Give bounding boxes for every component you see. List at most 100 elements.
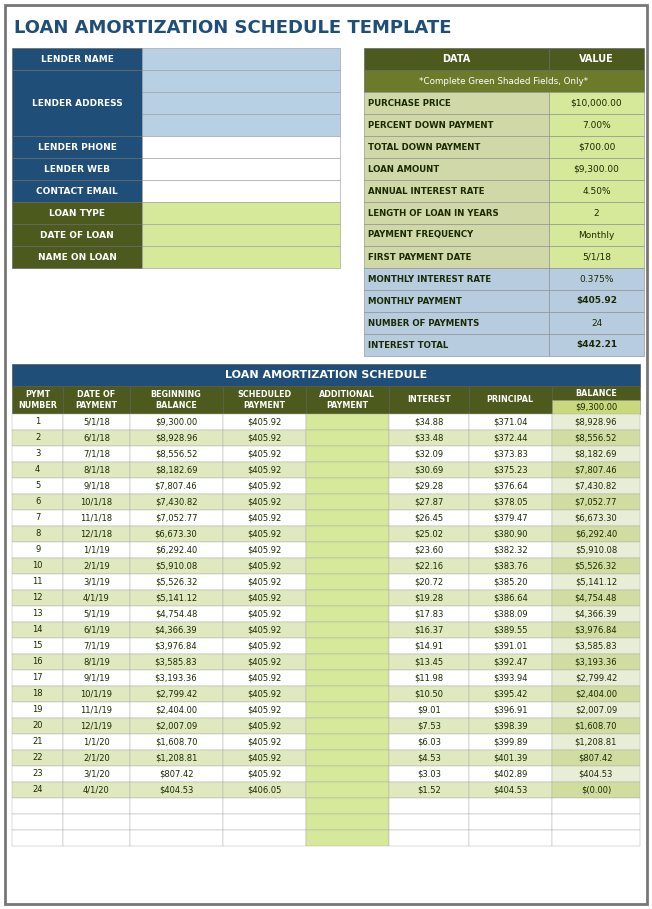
Text: $27.87: $27.87 [414, 497, 443, 506]
Text: $405.92: $405.92 [247, 497, 281, 506]
Bar [552, 542, 640, 558]
Text: $7.53: $7.53 [417, 722, 441, 731]
Bar [130, 510, 222, 526]
Bar [364, 92, 549, 114]
Bar [63, 670, 130, 686]
Text: $6,673.30: $6,673.30 [155, 530, 198, 538]
Bar [142, 92, 340, 114]
Bar [469, 814, 552, 830]
Bar [306, 750, 389, 766]
Bar [389, 670, 469, 686]
Bar [549, 268, 644, 290]
Bar [222, 414, 306, 430]
Text: $30.69: $30.69 [414, 465, 443, 474]
Bar [306, 542, 389, 558]
Bar [389, 718, 469, 734]
Text: $1,608.70: $1,608.70 [574, 722, 617, 731]
Text: $395.42: $395.42 [493, 690, 527, 698]
Bar [389, 638, 469, 654]
Text: BEGINNING
BALANCE: BEGINNING BALANCE [151, 390, 201, 410]
Bar [552, 814, 640, 830]
Bar [63, 814, 130, 830]
Text: $373.83: $373.83 [493, 449, 527, 458]
Bar [306, 462, 389, 478]
Bar [469, 654, 552, 670]
Text: $405.92: $405.92 [247, 625, 281, 634]
Text: $7,430.82: $7,430.82 [155, 497, 198, 506]
Text: MONTHLY INTEREST RATE: MONTHLY INTEREST RATE [368, 275, 491, 284]
Bar [306, 798, 389, 814]
Text: $405.92: $405.92 [247, 674, 281, 683]
Text: $6.03: $6.03 [417, 737, 441, 746]
Bar [12, 478, 63, 494]
Bar [552, 782, 640, 798]
Bar [306, 430, 389, 446]
Text: TOTAL DOWN PAYMENT: TOTAL DOWN PAYMENT [368, 143, 481, 152]
Bar [389, 782, 469, 798]
Bar [12, 702, 63, 718]
Bar [12, 558, 63, 574]
Bar [552, 446, 640, 462]
Bar [130, 542, 222, 558]
Text: $405.92: $405.92 [576, 296, 617, 305]
Bar [469, 446, 552, 462]
Text: 10: 10 [33, 562, 43, 571]
Text: LENDER WEB: LENDER WEB [44, 165, 110, 174]
Text: 2/1/19: 2/1/19 [83, 562, 110, 571]
Bar [549, 136, 644, 158]
Text: $6,292.40: $6,292.40 [155, 545, 197, 554]
Bar [552, 670, 640, 686]
Bar [469, 782, 552, 798]
Bar [222, 386, 306, 414]
Bar [306, 718, 389, 734]
Bar [130, 638, 222, 654]
Text: PAYMENT FREQUENCY: PAYMENT FREQUENCY [368, 231, 473, 239]
Bar [222, 702, 306, 718]
Bar [63, 718, 130, 734]
Bar [63, 430, 130, 446]
Text: 24: 24 [591, 318, 602, 327]
Text: DATA: DATA [442, 54, 471, 64]
Bar [469, 734, 552, 750]
Bar [12, 48, 142, 70]
Bar [130, 782, 222, 798]
Bar [12, 654, 63, 670]
Bar [306, 734, 389, 750]
Text: $1,608.70: $1,608.70 [155, 737, 198, 746]
Bar [469, 414, 552, 430]
Text: 4/1/20: 4/1/20 [83, 785, 110, 794]
Bar [63, 462, 130, 478]
Text: $379.47: $379.47 [493, 514, 527, 523]
Text: $391.01: $391.01 [493, 642, 527, 651]
Text: $19.28: $19.28 [414, 594, 443, 603]
Bar [12, 158, 142, 180]
Bar [469, 638, 552, 654]
Text: $405.92: $405.92 [247, 530, 281, 538]
Bar [130, 462, 222, 478]
Text: $405.92: $405.92 [247, 594, 281, 603]
Bar [552, 686, 640, 702]
Bar [389, 478, 469, 494]
Text: $23.60: $23.60 [414, 545, 443, 554]
Bar [63, 654, 130, 670]
Text: $1.52: $1.52 [417, 785, 441, 794]
Bar [222, 750, 306, 766]
Text: $398.39: $398.39 [493, 722, 527, 731]
Text: $404.53: $404.53 [159, 785, 193, 794]
Bar [222, 686, 306, 702]
Text: $2,799.42: $2,799.42 [575, 674, 617, 683]
Bar [12, 462, 63, 478]
Text: $5,141.12: $5,141.12 [575, 577, 617, 586]
Bar [63, 702, 130, 718]
Bar [12, 670, 63, 686]
Bar [552, 830, 640, 846]
Bar [12, 246, 142, 268]
Bar [469, 542, 552, 558]
Bar [130, 430, 222, 446]
Text: 11/1/18: 11/1/18 [80, 514, 113, 523]
Bar [552, 622, 640, 638]
Text: $382.32: $382.32 [493, 545, 527, 554]
Bar [222, 734, 306, 750]
Text: 7.00%: 7.00% [582, 121, 611, 129]
Bar [469, 670, 552, 686]
